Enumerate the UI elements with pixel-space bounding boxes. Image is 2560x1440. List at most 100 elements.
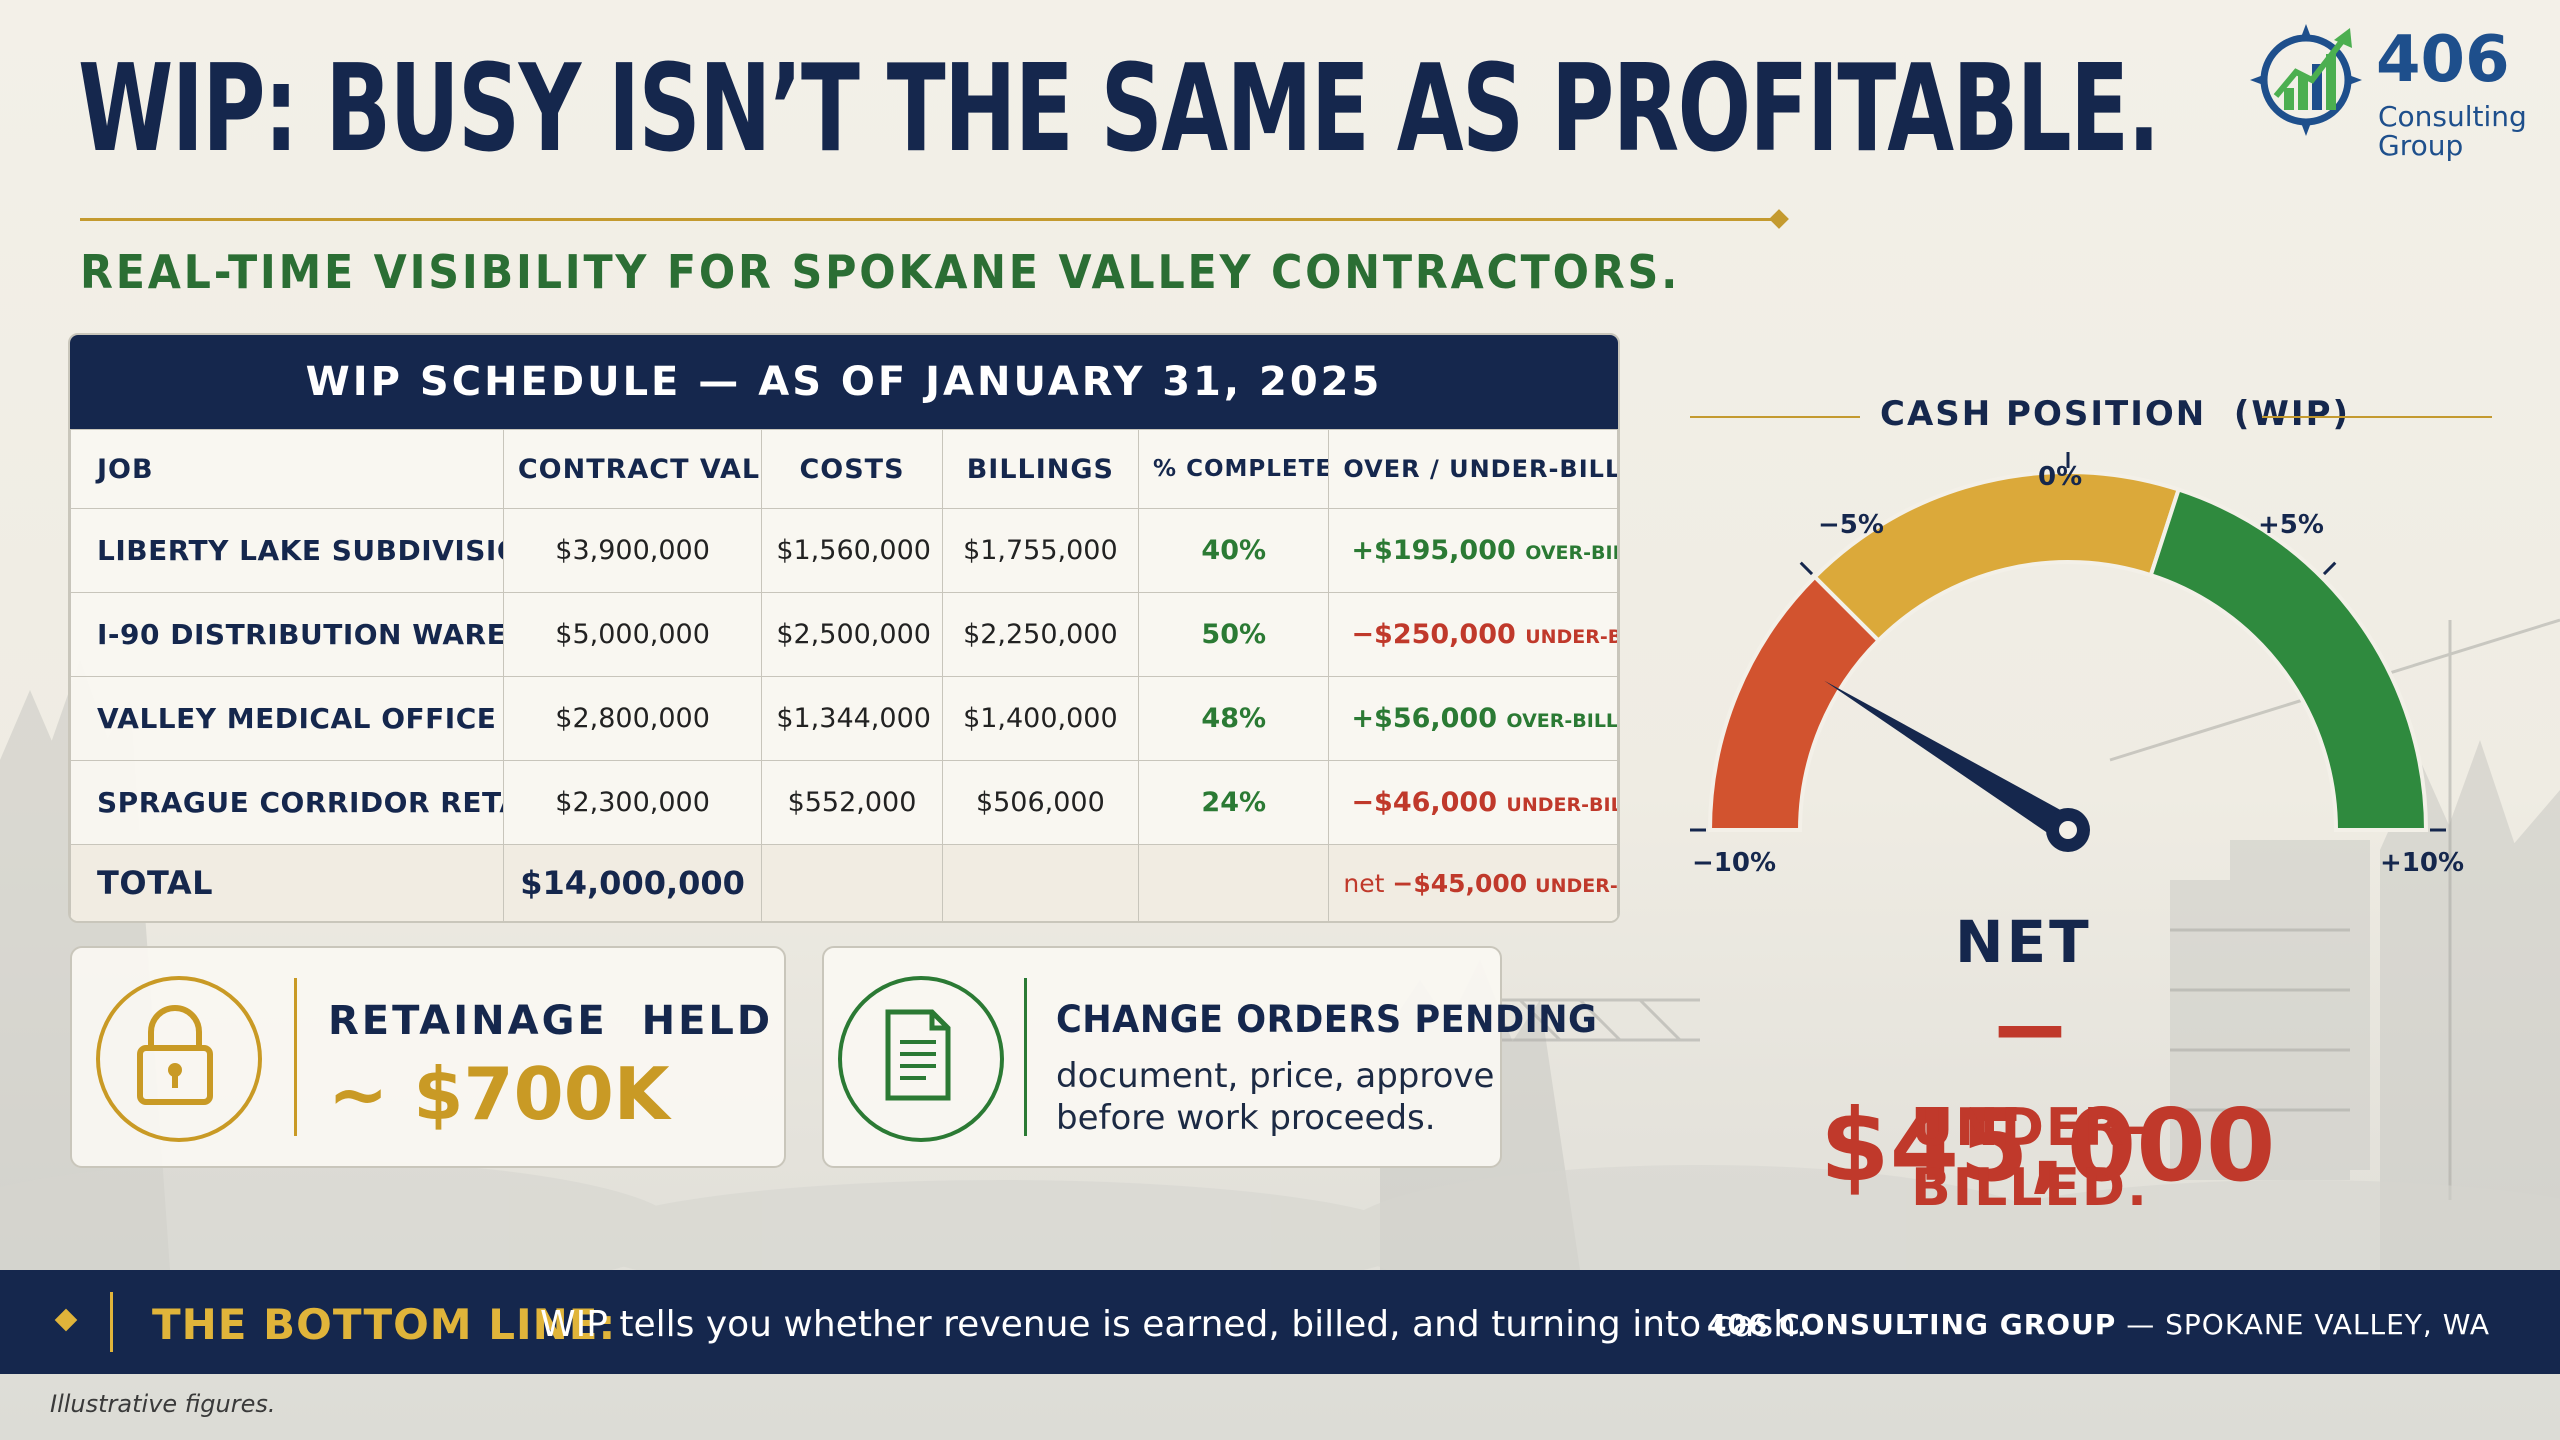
percent-complete: 24% — [1138, 760, 1330, 845]
over-under-billed: +$195,000 OVER-BILLED — [1328, 508, 1618, 593]
gauge-tick-label-max: +10% — [2380, 848, 2465, 878]
total-label: TOTAL — [70, 844, 504, 921]
wip-schedule-table: JOB CONTRACT VALUE COSTS BILLINGS % COMP… — [70, 429, 1618, 921]
title-underline — [80, 218, 1780, 221]
gauge-hub-center — [2059, 821, 2077, 839]
company-logo: 406 Consulting Group — [2250, 18, 2550, 161]
job-name: VALLEY MEDICAL OFFICE TI — [70, 676, 504, 761]
column-header: % COMPLETE — [1138, 429, 1330, 509]
retainage-title: RETAINAGE HELD — [328, 998, 774, 1044]
gauge-needle — [1824, 680, 2076, 842]
page-subtitle: REAL-TIME VISIBILITY FOR SPOKANE VALLEY … — [80, 245, 1681, 299]
column-header: BILLINGS — [941, 429, 1140, 509]
logo-line-2: Group — [2378, 129, 2464, 163]
table-row: I-90 DISTRIBUTION WAREHOUSE $5,000,000 $… — [70, 592, 1618, 677]
contract-value: $3,900,000 — [502, 508, 763, 593]
footer-organization: 406 CONSULTING GROUP — SPOKANE VALLEY, W… — [1707, 1308, 2490, 1341]
gauge-tick — [1799, 561, 1814, 576]
net-prefix: net — [1343, 868, 1385, 898]
empty-cell — [1138, 844, 1330, 921]
gauge-tick-label-min: −10% — [1692, 848, 1777, 878]
contract-value: $5,000,000 — [502, 592, 763, 677]
net-amount: −$45,000 — [1392, 868, 1528, 898]
document-icon — [838, 976, 1004, 1142]
cash-position-gauge — [1690, 452, 2446, 852]
change-orders-line-1: document, price, approve — [1056, 1056, 1495, 1096]
change-orders-title: CHANGE ORDERS PENDING — [1056, 998, 1598, 1041]
net-value: −$45,000 — [1820, 970, 2276, 1204]
net-status: UNDER-BILLED. — [1910, 1098, 2150, 1218]
total-contract-value: $14,000,000 — [502, 844, 763, 921]
billing-amount: −$46,000 — [1351, 787, 1498, 818]
diamond-icon — [54, 1308, 78, 1332]
billing-status: OVER-BILLED — [1525, 542, 1616, 564]
contract-value: $2,300,000 — [502, 760, 763, 845]
footer-divider — [110, 1292, 113, 1352]
net-status: UNDER-BILLED — [1535, 874, 1618, 897]
card-divider — [1024, 978, 1027, 1136]
logo-number: 406 — [2376, 23, 2510, 97]
gauge-band — [1812, 470, 2182, 644]
gauge-band — [2148, 487, 2429, 832]
gauge-title-rule-right — [2262, 416, 2492, 418]
contract-value: $2,800,000 — [502, 676, 763, 761]
billings-value: $2,250,000 — [941, 592, 1140, 677]
job-name: I-90 DISTRIBUTION WAREHOUSE — [70, 592, 504, 677]
billing-status: OVER-BILLED — [1506, 710, 1618, 732]
footer-banner: THE BOTTOM LINE: WIP tells you whether r… — [0, 1270, 2560, 1374]
footer-org-name: 406 CONSULTING GROUP — [1706, 1308, 2117, 1341]
empty-cell — [941, 844, 1140, 921]
costs-value: $552,000 — [761, 760, 943, 845]
empty-cell — [761, 844, 943, 921]
gauge-tick-label-high: +5% — [2258, 510, 2324, 540]
column-header: OVER / UNDER-BILLED — [1328, 429, 1618, 509]
wip-schedule-panel: WIP SCHEDULE — AS OF JANUARY 31, 2025 JO… — [68, 333, 1620, 923]
logo-wordmark: Consulting Group — [2378, 102, 2527, 161]
billings-value: $1,400,000 — [941, 676, 1140, 761]
retainage-card: RETAINAGE HELD ~ $700K — [70, 946, 786, 1168]
change-orders-line-2: before work proceeds. — [1056, 1098, 1436, 1138]
billings-value: $506,000 — [941, 760, 1140, 845]
billing-amount: +$195,000 — [1351, 535, 1516, 566]
bottom-line-text: WIP tells you whether revenue is earned,… — [540, 1304, 1808, 1345]
table-header-row: JOB CONTRACT VALUE COSTS BILLINGS % COMP… — [70, 429, 1618, 509]
gauge-tick — [2322, 561, 2337, 576]
net-label: NET — [1955, 908, 2092, 976]
gauge-title-rule-left — [1690, 416, 1860, 418]
logo-line-1: Consulting — [2378, 100, 2527, 133]
costs-value: $1,560,000 — [761, 508, 943, 593]
gauge-tick-label-mid: 0% — [2038, 462, 2083, 492]
over-under-billed: +$56,000 OVER-BILLED — [1328, 676, 1618, 761]
billing-amount: −$250,000 — [1351, 619, 1516, 650]
retainage-value: ~ $700K — [328, 1052, 670, 1136]
billing-status: UNDER-BILLED — [1506, 794, 1616, 816]
compass-chart-icon — [2250, 24, 2362, 136]
job-name: LIBERTY LAKE SUBDIVISION — [70, 508, 504, 593]
page-title: WIP: BUSY ISN’T THE SAME AS PROFITABLE. — [78, 40, 2160, 179]
gauge-tick-label-low: −5% — [1818, 510, 1884, 540]
padlock-icon — [96, 976, 262, 1142]
column-header: JOB — [70, 429, 504, 509]
footer-org-location: — SPOKANE VALLEY, WA — [2126, 1308, 2490, 1341]
job-name: SPRAGUE CORRIDOR RETAIL TI — [70, 760, 504, 845]
net-billing: net −$45,000 UNDER-BILLED — [1328, 844, 1618, 921]
table-row: SPRAGUE CORRIDOR RETAIL TI $2,300,000 $5… — [70, 760, 1618, 845]
costs-value: $2,500,000 — [761, 592, 943, 677]
change-orders-card: CHANGE ORDERS PENDING document, price, a… — [822, 946, 1597, 1168]
over-under-billed: −$250,000 UNDER-BILLED — [1328, 592, 1618, 677]
billings-value: $1,755,000 — [941, 508, 1140, 593]
billing-amount: +$56,000 — [1351, 703, 1498, 734]
percent-complete: 50% — [1138, 592, 1330, 677]
billing-status: UNDER-BILLED — [1525, 626, 1616, 648]
table-total-row: TOTAL $14,000,000 net −$45,000 UNDER-BIL… — [70, 844, 1618, 921]
column-header: COSTS — [761, 429, 943, 509]
card-divider — [294, 978, 297, 1136]
footnote: Illustrative figures. — [50, 1390, 276, 1418]
gauge-title: CASH POSITION (WIP) — [1880, 394, 2351, 434]
wip-schedule-header: WIP SCHEDULE — AS OF JANUARY 31, 2025 — [70, 335, 1618, 429]
over-under-billed: −$46,000 UNDER-BILLED — [1328, 760, 1618, 845]
table-row: LIBERTY LAKE SUBDIVISION $3,900,000 $1,5… — [70, 508, 1618, 593]
percent-complete: 40% — [1138, 508, 1330, 593]
column-header: CONTRACT VALUE — [502, 429, 763, 509]
percent-complete: 48% — [1138, 676, 1330, 761]
